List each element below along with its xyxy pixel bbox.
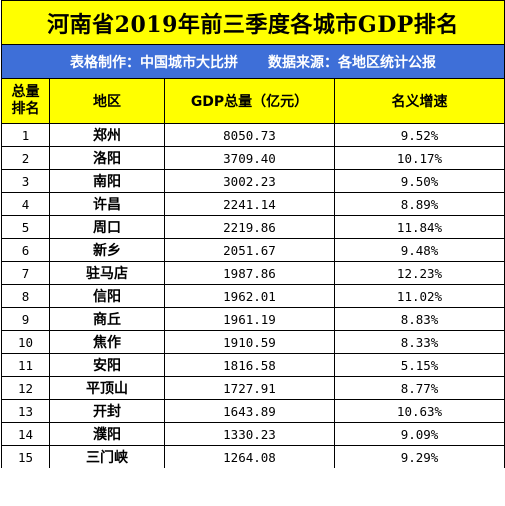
growth-cell: 12.23%: [333, 261, 505, 285]
city-cell: 商丘: [49, 307, 165, 331]
table-row: 14 濮阳 1330.23 9.09%: [1, 422, 505, 446]
gdp-cell: 2219.86: [164, 215, 335, 239]
table-row: 12 平顶山 1727.91 8.77%: [1, 376, 505, 400]
table-row: 9 商丘 1961.19 8.83%: [1, 307, 505, 331]
table-maker: 表格制作：中国城市大比拼: [70, 54, 238, 71]
table-row: 13 开封 1643.89 10.63%: [1, 399, 505, 423]
growth-cell: 8.83%: [333, 307, 505, 331]
city-cell: 新乡: [49, 238, 165, 262]
gdp-cell: 1727.91: [164, 376, 335, 400]
growth-header: 名义增速: [333, 78, 505, 124]
rank-cell: 9: [1, 307, 50, 331]
rank-cell: 15: [1, 445, 50, 468]
gdp-cell: 1910.59: [164, 330, 335, 354]
rank-cell: 3: [1, 169, 50, 193]
rank-cell: 11: [1, 353, 50, 377]
gdp-cell: 1643.89: [164, 399, 335, 423]
growth-cell: 8.89%: [333, 192, 505, 216]
table-row: 6 新乡 2051.67 9.48%: [1, 238, 505, 262]
rank-cell: 2: [1, 146, 50, 170]
table-row: 15 三门峡 1264.08 9.29%: [1, 445, 505, 468]
city-cell: 驻马店: [49, 261, 165, 285]
table-row: 7 驻马店 1987.86 12.23%: [1, 261, 505, 285]
growth-cell: 9.29%: [333, 445, 505, 468]
city-cell: 濮阳: [49, 422, 165, 446]
table-row: 5 周口 2219.86 11.84%: [1, 215, 505, 239]
gdp-table: 河南省2019年前三季度各城市GDP排名 表格制作：中国城市大比拼 数据来源：各地…: [0, 0, 505, 468]
rank-cell: 1: [1, 123, 50, 147]
growth-cell: 11.84%: [333, 215, 505, 239]
city-cell: 许昌: [49, 192, 165, 216]
growth-cell: 10.63%: [333, 399, 505, 423]
city-cell: 洛阳: [49, 146, 165, 170]
rank-cell: 4: [1, 192, 50, 216]
growth-cell: 9.50%: [333, 169, 505, 193]
rank-cell: 12: [1, 376, 50, 400]
gdp-cell: 1961.19: [164, 307, 335, 331]
city-cell: 周口: [49, 215, 165, 239]
city-cell: 信阳: [49, 284, 165, 308]
growth-cell: 10.17%: [333, 146, 505, 170]
growth-cell: 8.77%: [333, 376, 505, 400]
city-cell: 平顶山: [49, 376, 165, 400]
rank-header: 总量 排名: [1, 78, 50, 124]
growth-cell: 5.15%: [333, 353, 505, 377]
growth-cell: 9.52%: [333, 123, 505, 147]
region-header: 地区: [49, 78, 165, 124]
city-cell: 开封: [49, 399, 165, 423]
rank-cell: 14: [1, 422, 50, 446]
table-row: 2 洛阳 3709.40 10.17%: [1, 146, 505, 170]
gdp-cell: 1330.23: [164, 422, 335, 446]
gdp-header: GDP总量（亿元）: [164, 78, 335, 124]
growth-cell: 11.02%: [333, 284, 505, 308]
rank-cell: 8: [1, 284, 50, 308]
city-cell: 焦作: [49, 330, 165, 354]
city-cell: 郑州: [49, 123, 165, 147]
growth-cell: 9.48%: [333, 238, 505, 262]
city-cell: 南阳: [49, 169, 165, 193]
data-source: 数据来源：各地区统计公报: [268, 54, 436, 71]
rank-cell: 5: [1, 215, 50, 239]
table-row: 4 许昌 2241.14 8.89%: [1, 192, 505, 216]
table-title: 河南省2019年前三季度各城市GDP排名: [0, 0, 505, 45]
table-row: 10 焦作 1910.59 8.33%: [1, 330, 505, 354]
header-row: 总量 排名 地区 GDP总量（亿元） 名义增速: [1, 78, 505, 124]
growth-cell: 9.09%: [333, 422, 505, 446]
gdp-cell: 3002.23: [164, 169, 335, 193]
table-row: 11 安阳 1816.58 5.15%: [1, 353, 505, 377]
gdp-cell: 1264.08: [164, 445, 335, 468]
gdp-cell: 1816.58: [164, 353, 335, 377]
gdp-cell: 3709.40: [164, 146, 335, 170]
table-row: 3 南阳 3002.23 9.50%: [1, 169, 505, 193]
gdp-cell: 8050.73: [164, 123, 335, 147]
gdp-cell: 1962.01: [164, 284, 335, 308]
gdp-cell: 2241.14: [164, 192, 335, 216]
gdp-cell: 2051.67: [164, 238, 335, 262]
gdp-cell: 1987.86: [164, 261, 335, 285]
table-row: 8 信阳 1962.01 11.02%: [1, 284, 505, 308]
city-cell: 安阳: [49, 353, 165, 377]
table-row: 1 郑州 8050.73 9.52%: [1, 123, 505, 147]
rank-cell: 6: [1, 238, 50, 262]
subtitle-bar: 表格制作：中国城市大比拼 数据来源：各地区统计公报: [0, 44, 505, 79]
city-cell: 三门峡: [49, 445, 165, 468]
growth-cell: 8.33%: [333, 330, 505, 354]
rank-cell: 13: [1, 399, 50, 423]
rank-cell: 7: [1, 261, 50, 285]
rank-cell: 10: [1, 330, 50, 354]
